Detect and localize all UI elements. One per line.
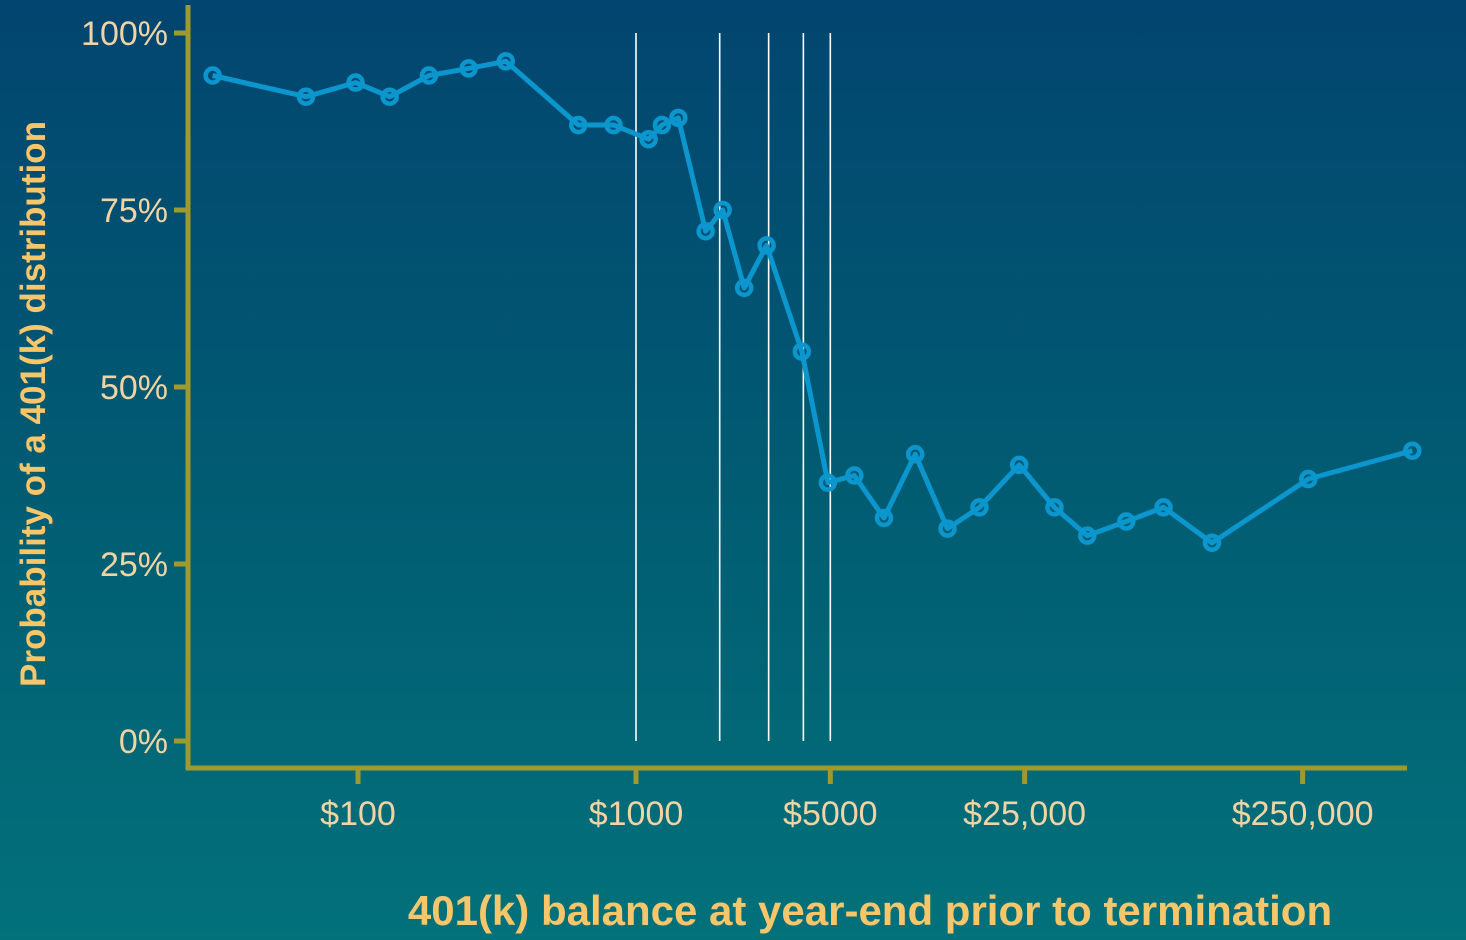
y-tick-label: 0% <box>119 723 168 761</box>
y-tick-label: 100% <box>81 15 168 53</box>
x-tick-label: $1000 <box>589 795 684 833</box>
x-tick-label: $250,000 <box>1232 795 1374 833</box>
y-tick-label: 50% <box>100 369 168 407</box>
x-tick-label: $100 <box>320 795 396 833</box>
x-tick-label: $25,000 <box>963 795 1086 833</box>
series-line <box>213 61 1413 543</box>
x-axis-ticks: $100 $1000 $5000 $25,000 $250,000 <box>320 766 1373 833</box>
x-tick-label: $5000 <box>783 795 878 833</box>
y-tick-label: 75% <box>100 192 168 230</box>
x-axis-title: 401(k) balance at year-end prior to term… <box>408 887 1332 934</box>
data-points <box>206 54 1420 549</box>
y-tick-label: 25% <box>100 546 168 584</box>
reference-lines <box>636 33 830 741</box>
y-axis-ticks: 0% 25% 50% 75% 100% <box>81 15 190 761</box>
y-axis-title: Probability of a 401(k) distribution <box>14 121 53 687</box>
axes <box>186 5 1407 770</box>
